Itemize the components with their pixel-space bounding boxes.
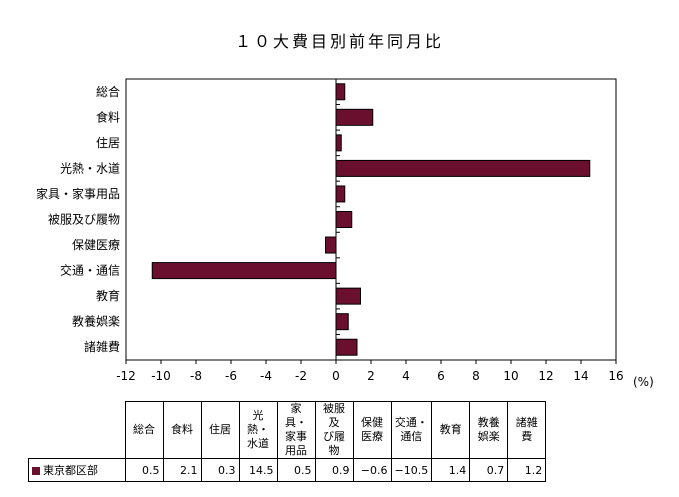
bar-5 xyxy=(335,185,346,203)
x-tick-label: -2 xyxy=(295,369,307,383)
bar-2 xyxy=(335,108,374,126)
category-label: 住居 xyxy=(96,136,120,150)
bar-7 xyxy=(325,236,337,254)
x-tick-label: 8 xyxy=(472,369,480,383)
x-tick-label: 0 xyxy=(332,369,340,383)
x-tick-label: 14 xyxy=(573,369,588,383)
chart-title: １０大費目別前年同月比 xyxy=(234,32,444,51)
value-cell-3: 0.3 xyxy=(200,458,240,482)
x-tick-label: 2 xyxy=(367,369,375,383)
x-tick-label: -6 xyxy=(225,369,237,383)
value-cell-7: −0.6 xyxy=(352,458,392,482)
value-cell-1: 0.5 xyxy=(124,458,164,482)
bar-11 xyxy=(335,338,358,356)
category-label: 保健医療 xyxy=(72,238,120,252)
legend-swatch xyxy=(32,467,40,475)
category-label: 被服及び履物 xyxy=(48,213,120,227)
series-name-cell: 東京都区部 xyxy=(28,458,126,482)
table-header-1: 総合 xyxy=(124,401,164,459)
category-label: 交通・通信 xyxy=(60,263,120,278)
table-header-8: 交通・ 通信 xyxy=(390,401,433,459)
table-header-4: 光熱・ 水道 xyxy=(238,401,278,459)
x-tick-label: -12 xyxy=(116,369,136,383)
table-header-10: 教養 娯楽 xyxy=(469,401,509,459)
value-cell-8: −10.5 xyxy=(390,458,433,482)
bar-8 xyxy=(151,262,337,280)
table-header-3: 住居 xyxy=(200,401,240,459)
table-header-row: 総合 食料 住居 光熱・ 水道 家具・ 家事 用品 被服及 び履物 保健 医療 交通・ 通信 教育 教養 娯楽諸… xyxy=(28,401,547,459)
category-label: 光熱・水道 xyxy=(60,161,120,175)
unit-label: (%) xyxy=(633,375,654,389)
x-tick-label: -10 xyxy=(151,369,171,383)
value-cell-4: 14.5 xyxy=(238,458,278,482)
table-header-9: 教育 xyxy=(431,401,471,459)
value-cell-6: 0.9 xyxy=(314,458,354,482)
table-row: 東京都区部 0.5 2.1 0.3 14.5 0.5 0.9 −0.6 −10.5 1.4 0.7 1… xyxy=(28,458,547,482)
table-header-6: 被服及 び履物 xyxy=(314,401,354,459)
x-tick-label: 16 xyxy=(608,369,623,383)
series-name: 東京都区部 xyxy=(43,464,98,477)
category-label: 総合 xyxy=(96,84,120,99)
category-label: 教養娯楽 xyxy=(72,314,120,329)
table-header-7: 保健 医療 xyxy=(352,401,392,459)
x-tick-label: 10 xyxy=(503,369,518,383)
data-table: 総合 食料 住居 光熱・ 水道 家具・ 家事 用品 被服及 び履物 保健 医療 交通・ 通信 教育 教養 娯楽諸… xyxy=(28,401,547,482)
x-tick-label: -8 xyxy=(190,369,202,383)
category-label: 諸雑費 xyxy=(84,339,120,354)
table-header-2: 食料 xyxy=(162,401,202,459)
bar-10 xyxy=(335,313,349,331)
bar-3 xyxy=(335,134,342,152)
value-cell-2: 2.1 xyxy=(162,458,202,482)
bar-6 xyxy=(335,211,353,228)
value-cell-5: 0.5 xyxy=(276,458,316,482)
x-tick-label: -4 xyxy=(260,369,272,383)
bar-9 xyxy=(335,287,361,305)
table-header-11: 諸雑費 xyxy=(507,401,547,459)
category-label: 教育 xyxy=(96,288,120,303)
category-label: 家具・家事用品 xyxy=(36,186,120,201)
bar-1 xyxy=(335,83,346,101)
bar-4 xyxy=(335,159,591,177)
x-tick-label: 4 xyxy=(402,369,410,383)
value-cell-10: 0.7 xyxy=(469,458,509,482)
value-cell-9: 1.4 xyxy=(431,458,471,482)
x-tick-label: 6 xyxy=(437,369,445,383)
value-cell-11: 1.2 xyxy=(507,458,547,482)
table-header-5: 家具・ 家事 用品 xyxy=(276,401,316,459)
category-label: 食料 xyxy=(96,109,120,124)
x-tick-label: 12 xyxy=(538,369,553,383)
bar-chart: 総合食料住居光熱・水道家具・家事用品被服及び履物保健医療交通・通信教育教養娯楽諸… xyxy=(36,78,654,389)
table-corner xyxy=(28,401,126,459)
